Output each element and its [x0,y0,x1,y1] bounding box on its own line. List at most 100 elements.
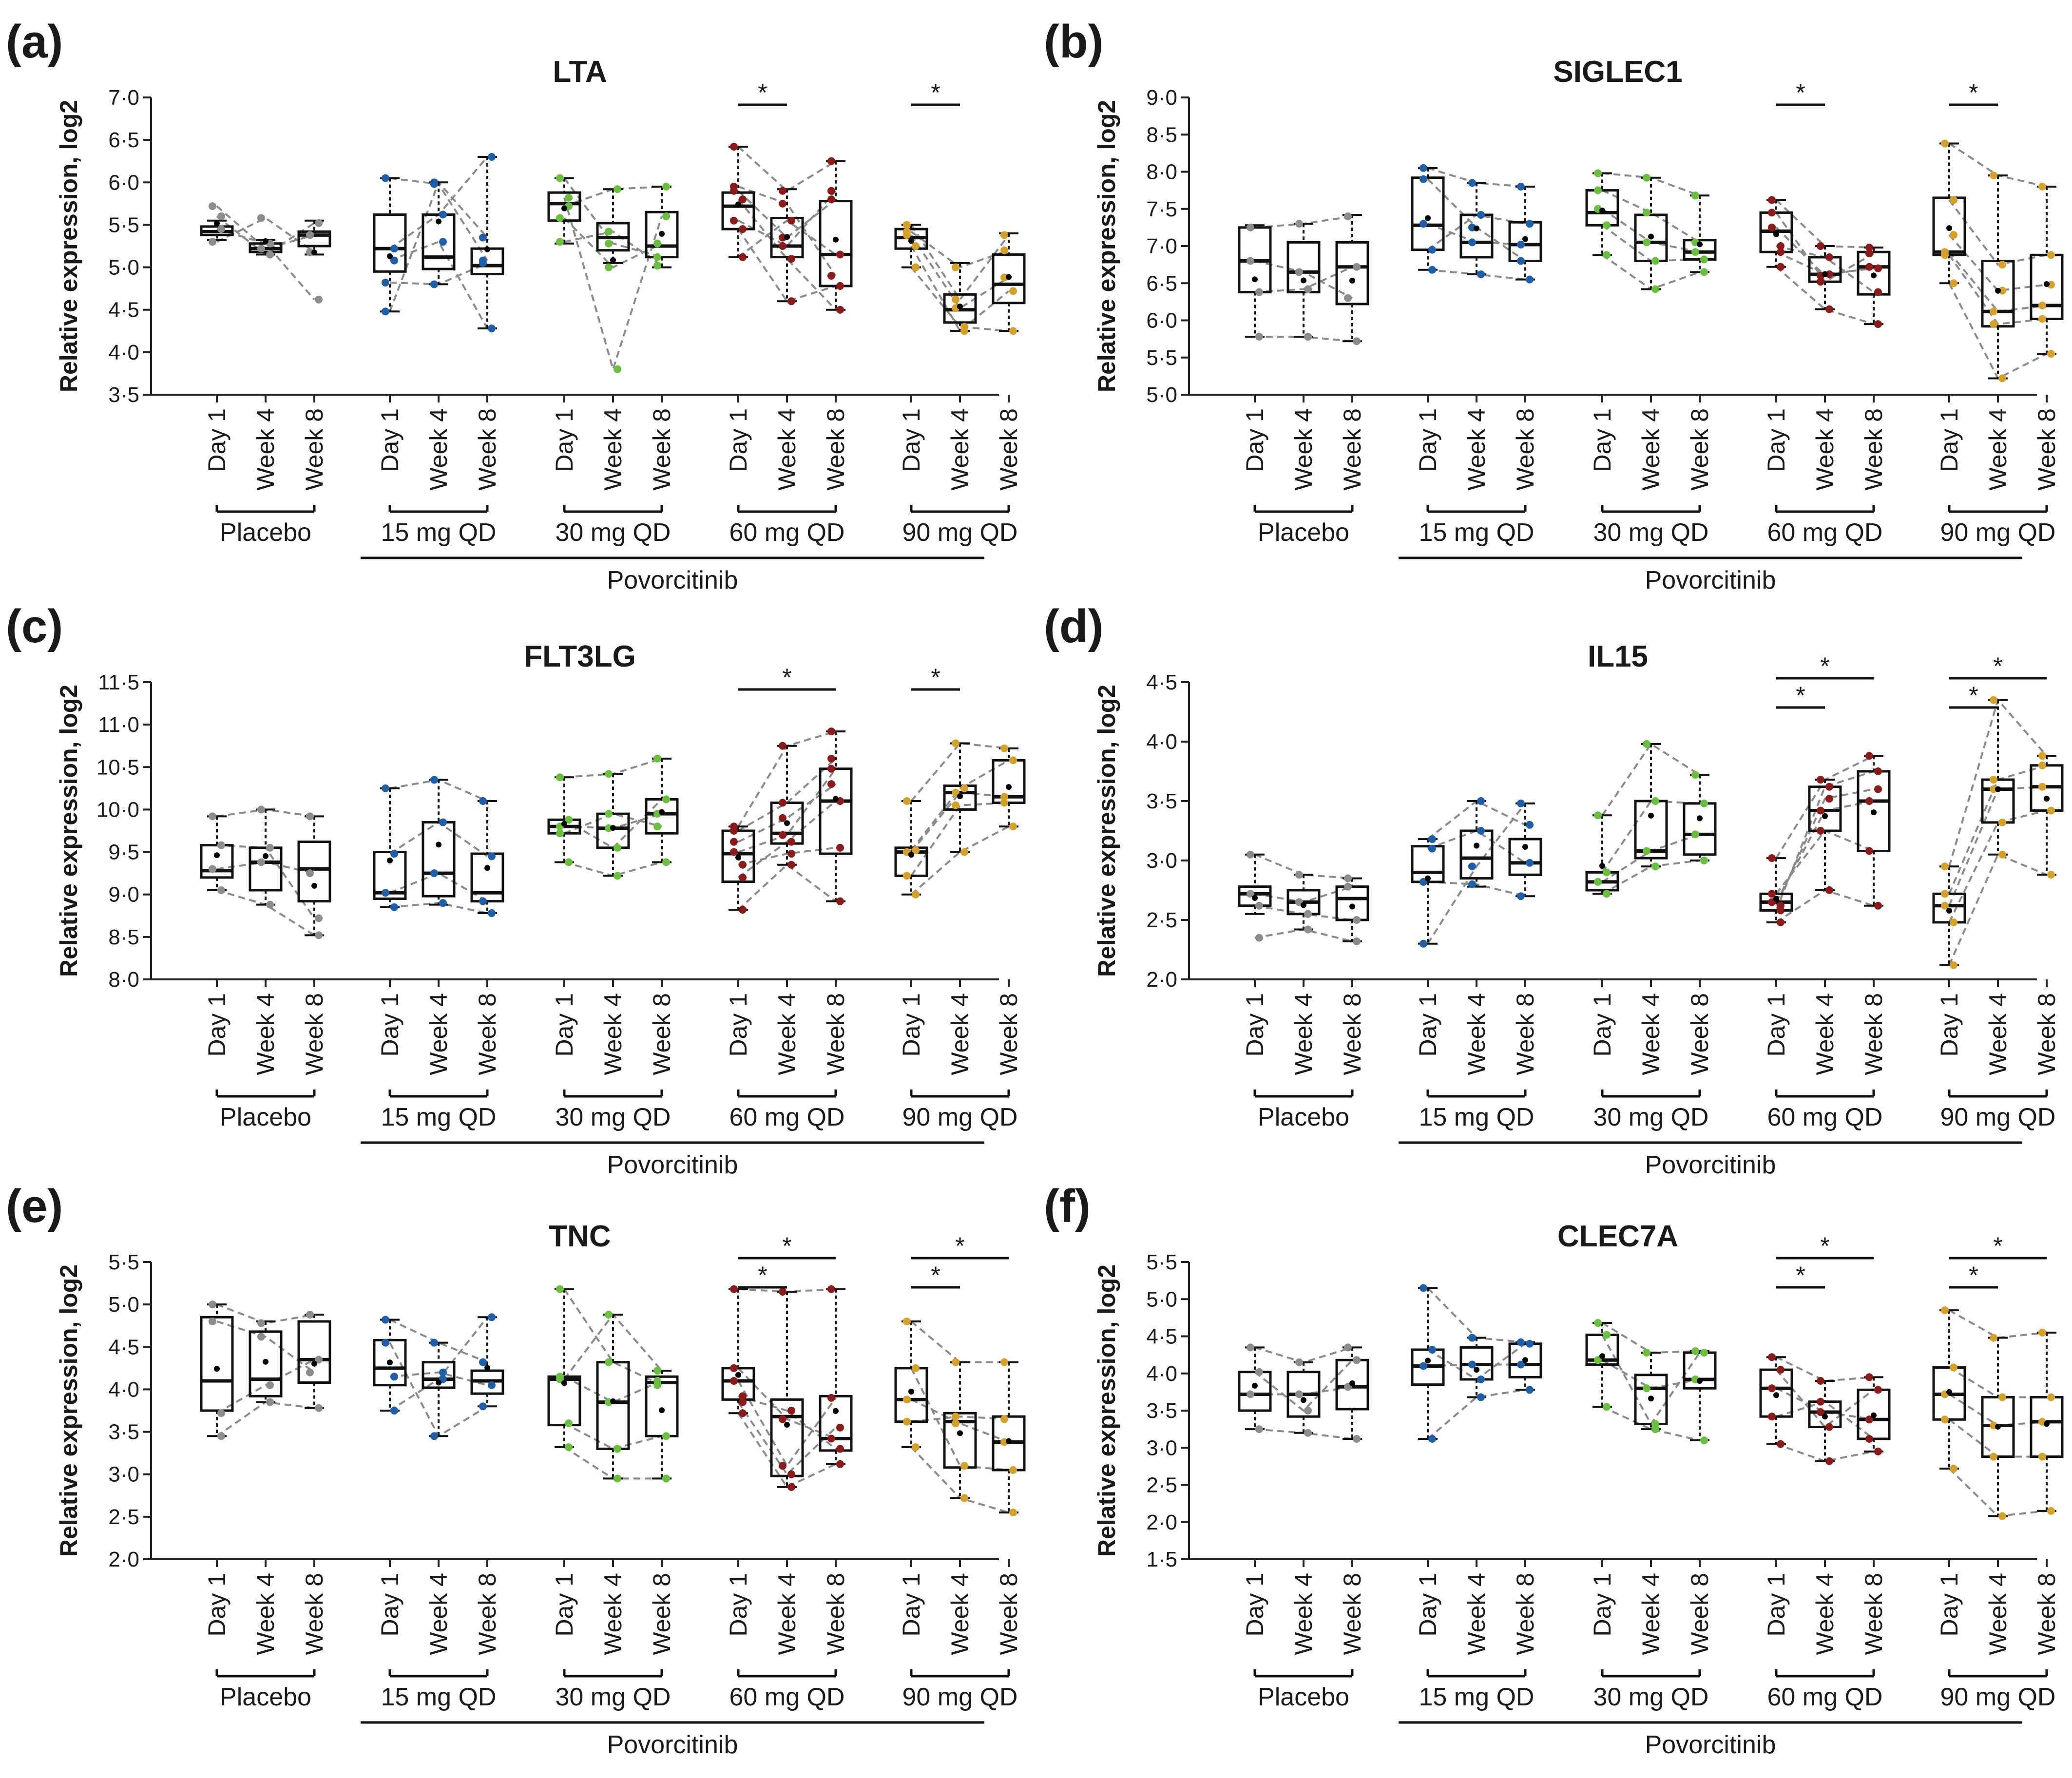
x-tick-label: Week 8 [1686,1573,1713,1655]
y-axis-label: Relative expression, log2 [55,100,82,392]
x-tick-label: Day 1 [725,993,752,1057]
subject-point [1304,1429,1312,1437]
subject-point [1874,264,1882,272]
subject-point [1825,1423,1833,1431]
group-label: 15 mg QD [1419,1103,1535,1131]
significance-star: * [1969,1262,1978,1289]
y-tick-label: 8·0 [1146,160,1177,184]
x-tick-label: Day 1 [1414,1573,1441,1637]
subject-point [1468,179,1476,187]
x-tick-label: Week 4 [946,993,974,1075]
subject-point [605,239,613,248]
subject-trajectory [1254,853,1353,879]
iqr-box [1932,196,1966,256]
x-tick-label: Day 1 [1241,408,1268,472]
subject-point [779,1288,787,1296]
subject-point [1477,210,1485,219]
subject-point [827,1434,835,1443]
iqr-box [1808,256,1842,283]
povorcitinib-label: Povorcitinib [1645,1151,1776,1179]
group-label: 30 mg QD [1593,1103,1709,1131]
subject-point [1865,1415,1873,1424]
iqr-box [1238,1371,1272,1412]
mean-marker [561,821,567,827]
x-tick-label: Week 4 [1984,408,2012,491]
group-label: 15 mg QD [381,518,497,547]
subject-point [217,212,225,220]
subject-point [960,327,968,335]
subject-point [1526,275,1534,284]
x-tick-label: Week 8 [1860,993,1887,1075]
iqr-box [1286,241,1321,294]
subject-point [217,1409,225,1417]
mean-marker [436,218,441,225]
subject-point [209,202,216,210]
subject-point [1420,878,1427,886]
subject-point [827,1285,835,1293]
iqr-box [1683,239,1717,261]
mean-marker [311,1360,317,1367]
iqr-box [1634,1374,1668,1425]
boxplot-30-mg-qd-week-4 [596,188,630,264]
subject-point [1526,859,1534,867]
group-label: 15 mg QD [381,1683,497,1711]
subject-point [2038,761,2046,769]
x-tick-label: Week 8 [1339,408,1366,491]
iqr-box [422,1361,456,1389]
boxplot-60-mg-qd-week-4 [770,1291,804,1488]
subject-point [1643,1349,1650,1357]
subject-point [556,1285,564,1293]
x-tick-label: Week 8 [1686,993,1713,1075]
mean-marker [659,230,665,237]
subject-point [430,1432,438,1440]
boxplot-15-mg-qd-week-8 [1508,186,1542,281]
iqr-box [721,829,755,883]
y-tick-label: 4·5 [108,1335,139,1359]
subject-point [952,739,959,747]
subject-point [488,1381,496,1389]
subject-point [217,886,225,894]
iqr-box [770,801,804,845]
mean-marker [1522,1357,1528,1363]
subject-point [903,872,911,880]
subject-trajectory [216,1303,315,1324]
subject-point [430,178,438,187]
subject-point [836,897,844,905]
mean-marker [833,236,839,243]
chart-panel-clec7a: (f) CLEC7A Relative expression, log2 1·5 2·0… [1044,1180,2064,1759]
x-tick-label: Week 4 [1463,408,1490,491]
mean-marker [1252,895,1258,901]
subject-point [217,1432,225,1440]
boxplot-60-mg-qd-week-8 [819,160,853,311]
y-axis-label: Relative expression, log2 [1093,685,1120,977]
subject-point [787,255,795,263]
subject-trajectory [1948,254,2047,325]
subject-point [1643,238,1650,247]
subject-point [1990,1334,1997,1342]
x-tick-label: Week 8 [995,1573,1022,1655]
x-tick-label: Week 4 [1290,993,1317,1075]
significance-star: * [1796,1262,1805,1289]
boxplot-60-mg-qd-week-4 [770,188,804,303]
subject-point [390,256,398,265]
subject-point [266,900,274,909]
subject-point [912,1443,920,1451]
subject-point [1477,270,1485,278]
iqr-box [943,1412,977,1469]
subject-point [1353,916,1361,924]
panel-title: CLEC7A [1557,1220,1678,1253]
subject-point [614,185,621,193]
mean-marker [1773,896,1779,902]
subject-point [479,259,487,267]
panel-letter: (e) [6,1180,63,1232]
subject-point [1428,844,1436,853]
subject-point [1691,771,1699,779]
iqr-box [943,784,977,811]
subject-point [1990,307,1997,316]
x-tick-label: Week 4 [1811,993,1839,1075]
y-tick-label: 7·0 [108,86,139,110]
boxplot-15-mg-qd-week-4 [422,1341,456,1437]
boxplot-30-mg-qd-week-8 [1683,194,1717,273]
mean-marker [436,1379,441,1386]
